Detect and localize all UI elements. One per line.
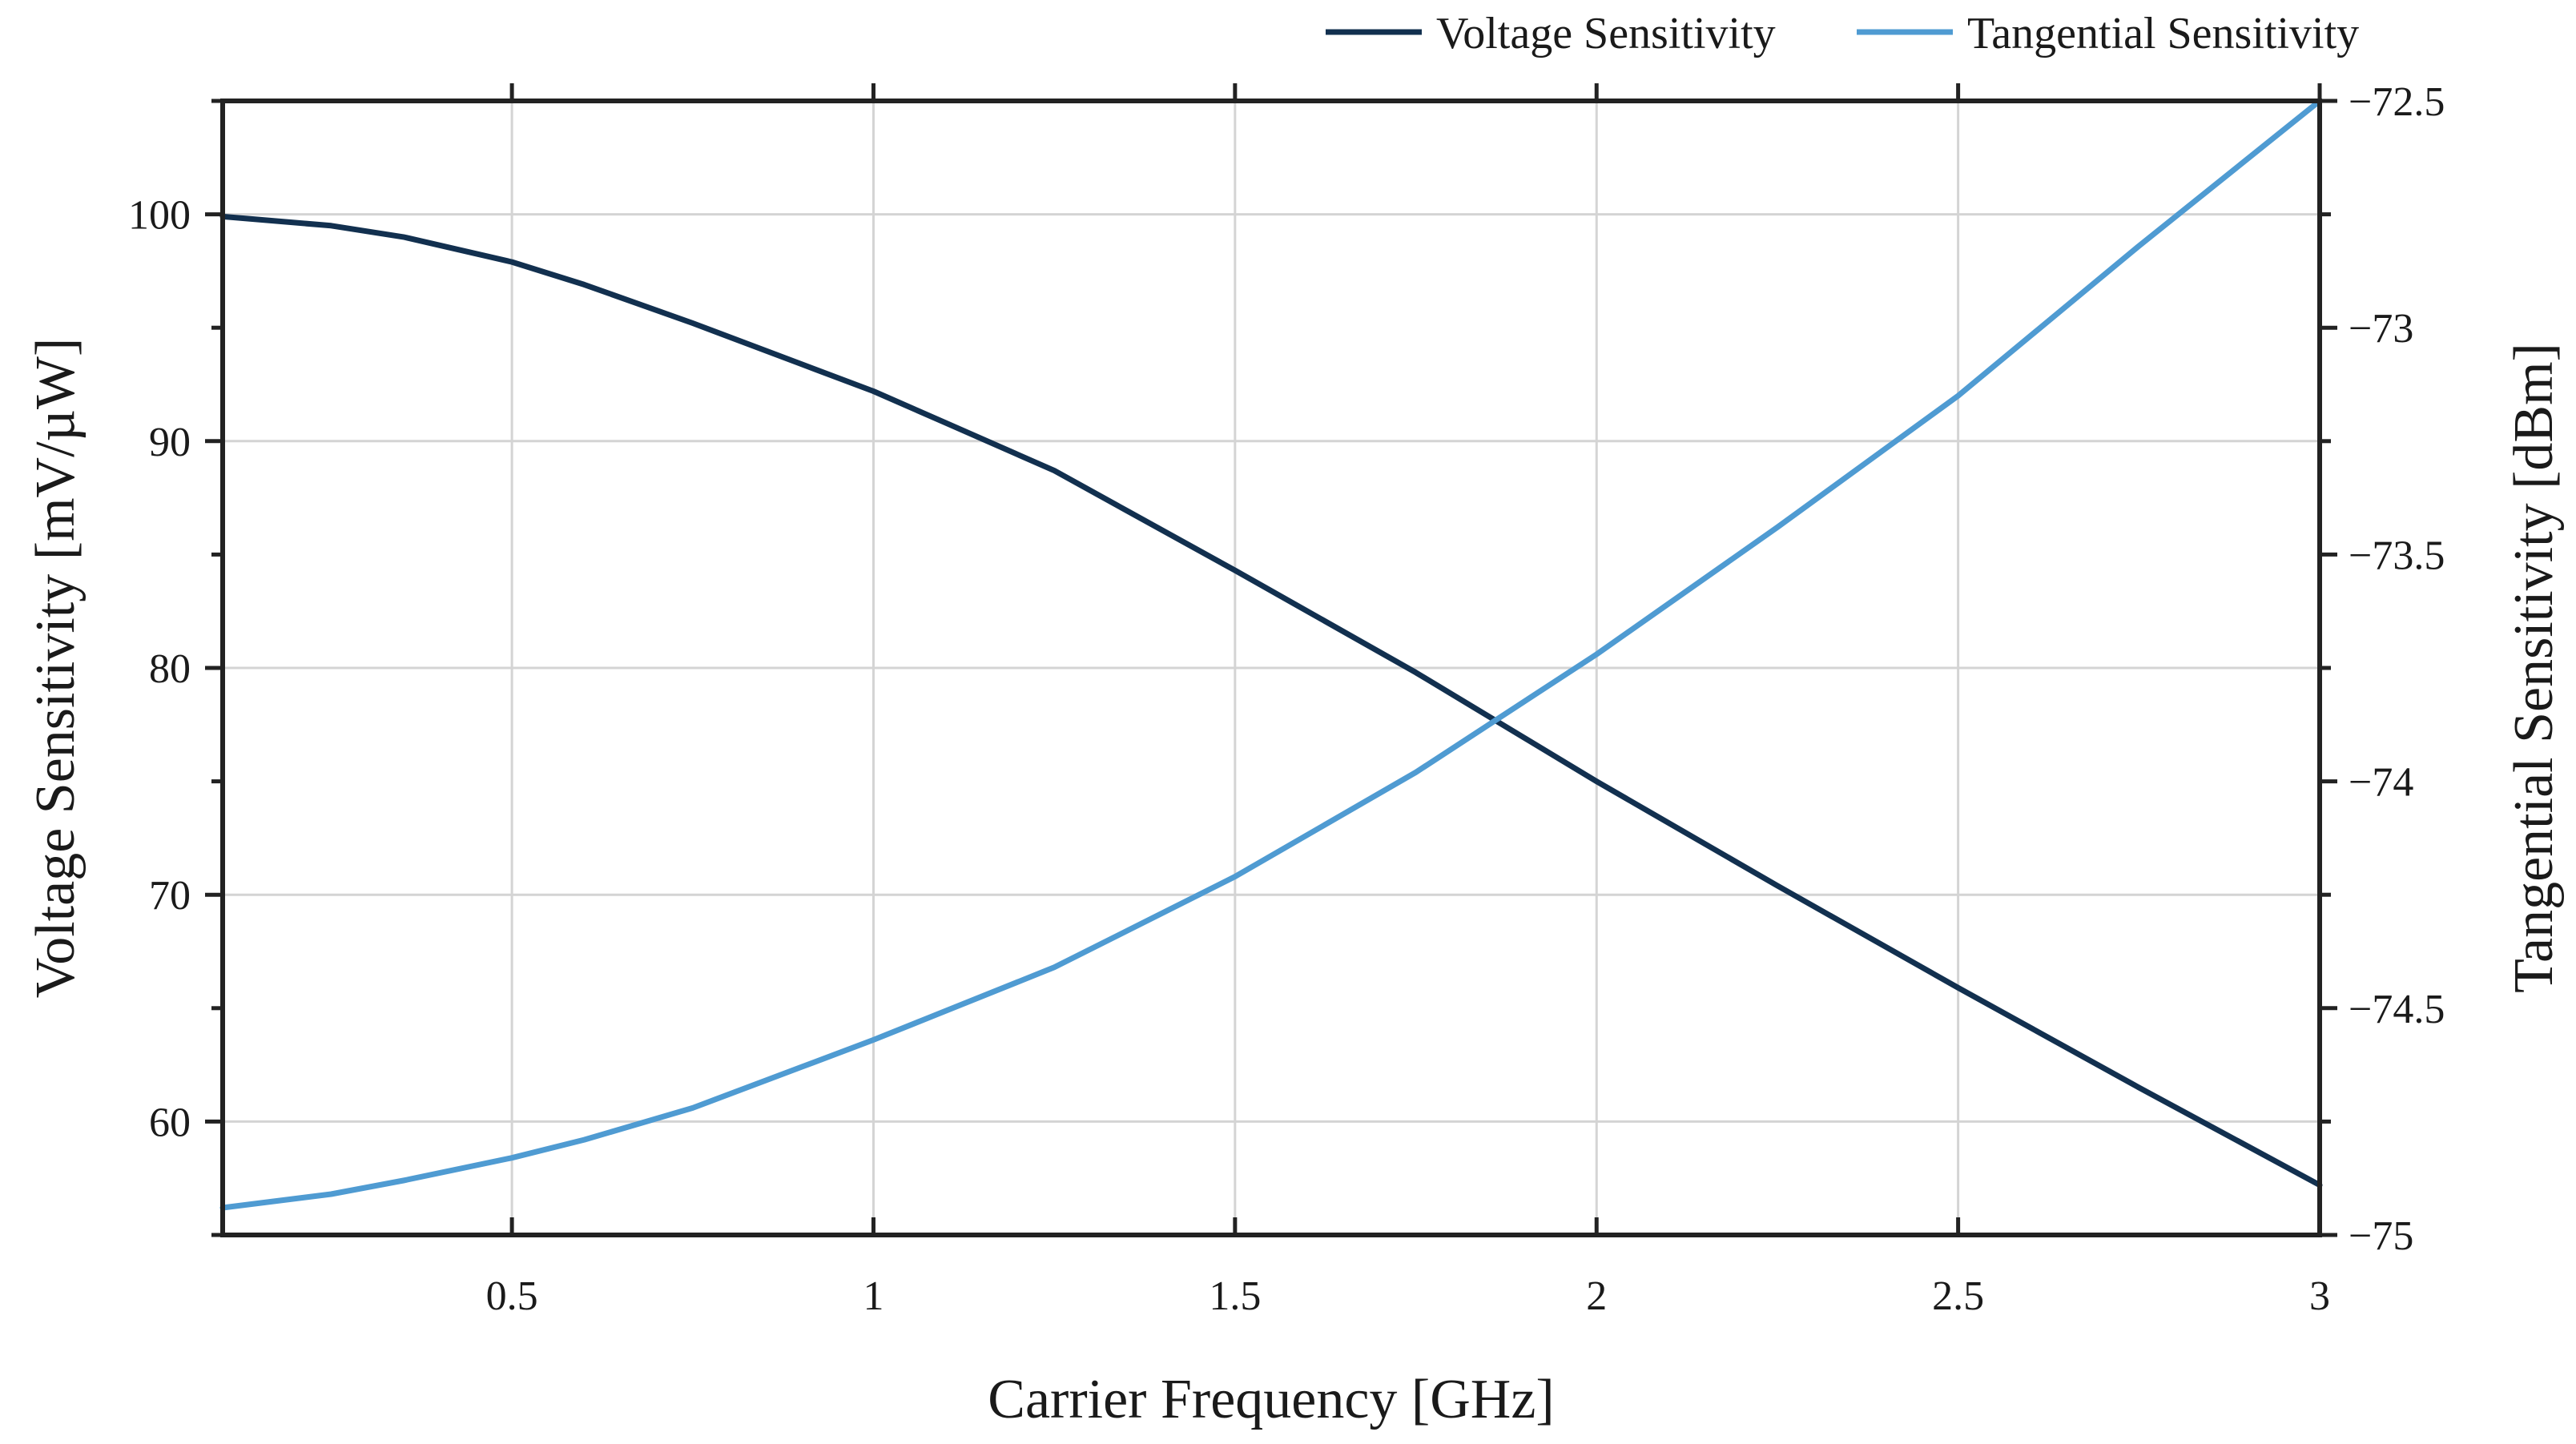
y-tick-label-right: −74: [2349, 760, 2413, 806]
y-tick-label-right: −72.5: [2349, 79, 2445, 125]
y-axis-title-left: Voltage Sensitivity [mV/µW]: [25, 338, 87, 999]
axis-ticks: [205, 83, 2337, 1237]
tick-labels: 0.5 1 1.5 2 2.5 3 60 70 80 90 100 −75 −74.5 −74 −73.5 −…: [128, 79, 2445, 1319]
y-tick-label-right: −75: [2349, 1213, 2413, 1259]
x-tick-label: 1.5: [1209, 1273, 1261, 1319]
y-tick-label-right: −74.5: [2349, 987, 2445, 1032]
y-tick-label-right: −73.5: [2349, 533, 2445, 578]
x-tick-label: 2.5: [1932, 1273, 1984, 1319]
y-tick-label-left: 70: [149, 873, 191, 919]
x-tick-label: 0.5: [486, 1273, 538, 1319]
x-axis-title: Carrier Frequency [GHz]: [988, 1369, 1554, 1430]
legend: Voltage Sensitivity Tangential Sensitivi…: [1326, 9, 2359, 58]
y-tick-label-left: 60: [149, 1100, 191, 1145]
y-tick-label-left: 80: [149, 646, 191, 692]
series-lines: [219, 98, 2323, 1211]
legend-label-voltage-sensitivity: Voltage Sensitivity: [1436, 9, 1776, 58]
x-tick-label: 2: [1586, 1273, 1607, 1319]
y-tick-label-left: 90: [149, 420, 191, 465]
x-tick-label: 1: [863, 1273, 883, 1319]
legend-label-tangential-sensitivity: Tangential Sensitivity: [1967, 9, 2359, 58]
y-tick-label-left: 100: [128, 193, 191, 239]
series-line-voltage-sensitivity: [219, 213, 2323, 1189]
y-axis-title-right: Tangential Sensitivity [dBm]: [2503, 343, 2565, 993]
x-tick-label: 3: [2309, 1273, 2330, 1319]
y-tick-label-right: −73: [2349, 306, 2413, 352]
series-line-tangential-sensitivity: [219, 98, 2323, 1211]
